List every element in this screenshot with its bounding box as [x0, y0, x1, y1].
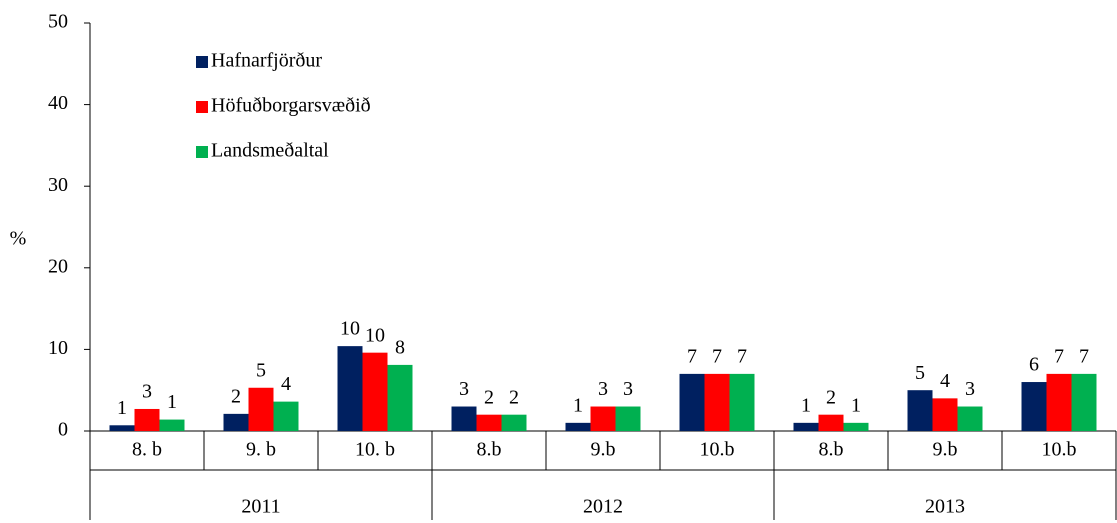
bar [362, 352, 388, 431]
value-label: 1 [801, 394, 811, 416]
y-tick-label: 40 [48, 92, 68, 114]
bar [729, 373, 755, 431]
bar [1071, 373, 1097, 431]
x-tick-label: 10.b [1042, 439, 1077, 461]
group-label: 2012 [583, 496, 623, 518]
bar [590, 406, 616, 431]
value-label: 7 [687, 345, 697, 367]
bar [957, 406, 983, 431]
value-label: 2 [826, 386, 836, 408]
y-axis-label: % [10, 228, 27, 250]
group-label: 2011 [241, 496, 280, 518]
legend-label: Landsmeðaltal [211, 140, 329, 162]
y-tick-label: 20 [48, 255, 68, 277]
value-label: 7 [1079, 345, 1089, 367]
legend-label: Hafnarfjörður [211, 50, 322, 72]
value-label: 1 [851, 394, 861, 416]
value-label: 3 [142, 381, 152, 403]
bar [387, 364, 413, 431]
value-label: 3 [623, 378, 633, 400]
x-tick-label: 9.b [933, 439, 958, 461]
x-tick-label: 8.b [819, 439, 844, 461]
value-label: 4 [281, 373, 291, 395]
value-label: 7 [1054, 345, 1064, 367]
legend-swatch [196, 56, 208, 68]
bar [476, 414, 502, 431]
x-tick-label: 9. b [246, 439, 276, 461]
legend-label: Höfuðborgarsvæðið [211, 95, 371, 117]
bar [907, 390, 933, 431]
legend-swatch [196, 101, 208, 113]
value-label: 4 [940, 370, 950, 392]
value-label: 1 [573, 394, 583, 416]
x-tick-label: 8. b [132, 439, 162, 461]
value-label: 10 [340, 318, 360, 340]
bar [109, 425, 135, 431]
value-label: 3 [459, 378, 469, 400]
x-tick-label: 10. b [355, 439, 395, 461]
x-tick-label: 8.b [477, 439, 502, 461]
value-label: 1 [117, 397, 127, 419]
bar [793, 422, 819, 431]
value-label: 1 [167, 391, 177, 413]
bar [843, 422, 869, 431]
y-tick-label: 50 [48, 11, 68, 33]
bar [679, 373, 705, 431]
y-tick-label: 30 [48, 174, 68, 196]
y-tick-label: 10 [48, 337, 68, 359]
bar [451, 406, 477, 431]
x-tick-label: 10.b [700, 439, 735, 461]
bar [704, 373, 730, 431]
y-tick-label: 0 [58, 419, 68, 441]
legend-swatch [196, 146, 208, 158]
value-label: 5 [915, 362, 925, 384]
value-label: 10 [365, 324, 385, 346]
bar [134, 408, 160, 431]
bar [273, 401, 299, 431]
group-label: 2013 [925, 496, 965, 518]
value-label: 8 [395, 336, 405, 358]
bar [1046, 373, 1072, 431]
bar [932, 398, 958, 431]
bar [1021, 382, 1047, 431]
bar [248, 387, 274, 431]
value-label: 5 [256, 359, 266, 381]
bar [818, 414, 844, 431]
value-label: 7 [712, 345, 722, 367]
value-label: 3 [598, 378, 608, 400]
value-label: 2 [484, 386, 494, 408]
x-tick-label: 9.b [591, 439, 616, 461]
bar [615, 406, 641, 431]
value-label: 6 [1029, 354, 1039, 376]
bar [159, 419, 185, 431]
bar [565, 422, 591, 431]
value-label: 3 [965, 378, 975, 400]
bar [337, 346, 363, 431]
value-label: 2 [509, 386, 519, 408]
bar [223, 413, 249, 431]
bar [501, 414, 527, 431]
value-label: 7 [737, 345, 747, 367]
value-label: 2 [231, 385, 241, 407]
